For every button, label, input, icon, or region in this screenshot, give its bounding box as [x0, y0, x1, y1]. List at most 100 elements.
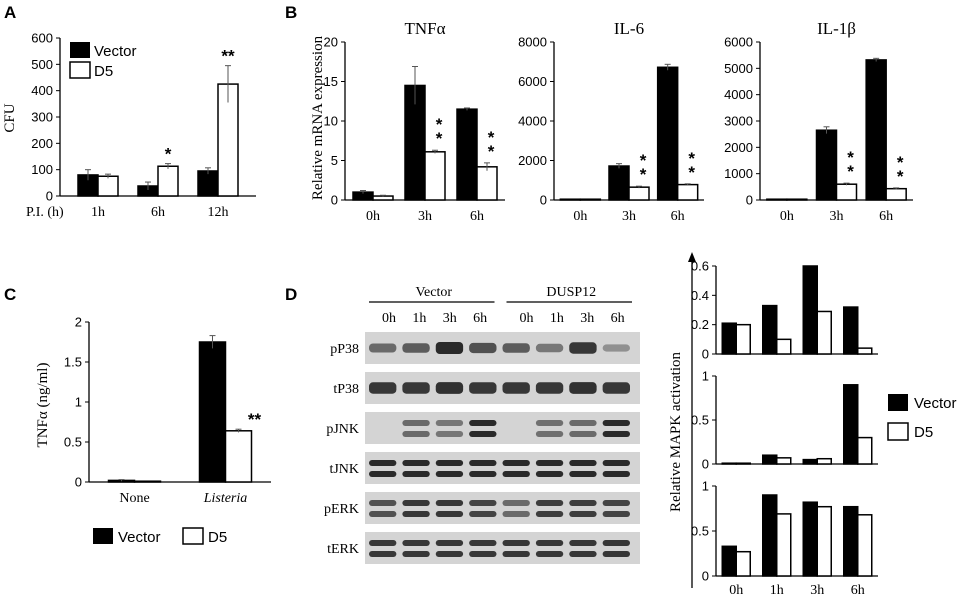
bar-d5 — [816, 457, 832, 465]
blot-lane-label: 1h — [550, 311, 564, 326]
bar-d5 — [224, 430, 253, 483]
x-tick-label: 12h — [208, 205, 229, 220]
blot-band — [602, 551, 630, 557]
panel-d-ylabel: Relative MAPK activation — [668, 352, 684, 512]
bar-vector — [197, 170, 219, 197]
blot-band — [602, 344, 630, 352]
bar-d5 — [676, 183, 699, 201]
y-tick-label: 100 — [31, 162, 53, 177]
blot-strip — [365, 492, 640, 524]
blot-row-label: tERK — [327, 542, 359, 557]
x-tick-label: 0h — [780, 209, 794, 224]
x-tick-label: 6h — [671, 209, 685, 224]
blot-band — [535, 471, 564, 477]
bar-vector — [608, 165, 630, 201]
blot-lane-label: 0h — [382, 311, 396, 326]
y-tick-label: 15 — [324, 74, 338, 89]
y-tick-label: 5 — [331, 153, 338, 168]
significance-label: * — [897, 167, 904, 186]
significance-label: * — [165, 145, 172, 164]
y-tick-label: 3000 — [724, 114, 753, 129]
bar-vector — [843, 384, 859, 465]
bar-d5 — [857, 347, 873, 355]
y-tick-label: 0 — [702, 457, 709, 472]
bar-d5 — [835, 183, 858, 201]
x-tick-label: 3h — [830, 209, 844, 224]
y-tick-label: 400 — [31, 83, 53, 98]
significance-label: * — [488, 128, 495, 147]
blot-band — [535, 500, 564, 506]
y-tick-label: 1.5 — [64, 355, 82, 370]
western-blot: Vector 0h 1h 3h 6h DUSP12 0h 1h 3h 6h pP38 tP38 pJNK… — [324, 285, 640, 564]
bar-d5 — [776, 513, 792, 577]
blot-row-label: tJNK — [329, 462, 359, 477]
blot-band — [502, 471, 530, 477]
blot-band — [502, 500, 530, 506]
y-tick-label: 600 — [31, 31, 53, 46]
panel-c-chart: 0 0.5 1 1.5 2 None Listeria ** — [64, 315, 271, 506]
legend-vector-label: Vector — [118, 529, 161, 546]
blot-band — [535, 420, 564, 426]
y-tick-label: 0.5 — [691, 413, 709, 428]
y-tick-label: 6000 — [518, 74, 547, 89]
blot-band — [502, 460, 530, 466]
x-tick-label: Listeria — [203, 491, 248, 506]
bar-d5 — [786, 198, 808, 201]
blot-band — [402, 382, 430, 394]
x-tick-label: 0h — [729, 583, 743, 598]
blot-band — [402, 471, 430, 477]
y-tick-label: 0.4 — [691, 288, 709, 303]
bar-vector — [721, 322, 737, 355]
blot-row-label: tP38 — [333, 382, 359, 397]
blot-band — [402, 500, 430, 506]
significance-label: * — [897, 153, 904, 172]
bar-d5 — [776, 338, 792, 355]
blot-band — [569, 382, 597, 394]
panel-c-letter: C — [4, 285, 16, 304]
panel-b-ylabel: Relative mRNA expression — [310, 35, 326, 200]
blot-band — [535, 431, 564, 437]
panel-a-chart: 0 100 200 300 400 500 600 1h 6h * 12h ** — [31, 31, 256, 220]
blot-band — [569, 551, 597, 557]
chart-title: IL-1β — [817, 19, 856, 38]
panel-a-xprefix: P.I. (h) — [26, 205, 64, 220]
blot-band — [469, 511, 497, 517]
blot-band — [435, 382, 464, 394]
blot-band — [435, 551, 464, 557]
blot-band — [369, 343, 397, 353]
blot-band — [469, 382, 497, 394]
y-tick-label: 0 — [746, 193, 753, 208]
blot-band — [602, 420, 630, 426]
blot-band — [502, 551, 530, 557]
legend-d5-label: D5 — [94, 63, 113, 80]
bar-d5 — [628, 186, 650, 201]
arrow-up-icon — [688, 252, 696, 262]
bar-d5 — [735, 323, 751, 355]
legend-vector-label: Vector — [94, 43, 137, 60]
y-tick-label: 0 — [702, 347, 709, 362]
bar-d5 — [857, 514, 873, 577]
legend-d5-swatch — [182, 527, 204, 545]
x-tick-label: 6h — [851, 583, 865, 598]
bar-vector — [762, 304, 778, 355]
blot-band — [469, 500, 497, 506]
blot-strip — [365, 452, 640, 484]
x-tick-label: 1h — [770, 583, 784, 598]
blot-band — [469, 342, 497, 354]
significance-label: ** — [248, 410, 262, 429]
y-tick-label: 20 — [324, 35, 338, 50]
blot-band — [535, 511, 564, 517]
bar-vector — [721, 545, 737, 577]
blot-band — [402, 460, 430, 466]
blot-band — [535, 551, 564, 557]
significance-label: ** — [221, 47, 235, 66]
blot-lane-label: 3h — [580, 311, 594, 326]
blot-band — [502, 540, 530, 546]
blot-band — [402, 420, 430, 426]
blot-lane-label: 1h — [412, 311, 426, 326]
significance-label: * — [640, 151, 647, 170]
significance-label: * — [688, 149, 695, 168]
bar-vector — [766, 198, 788, 201]
